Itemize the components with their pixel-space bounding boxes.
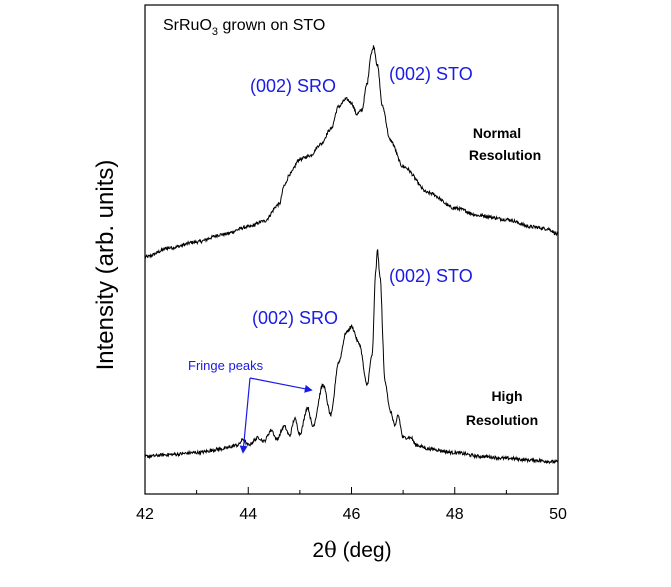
fringe-peaks-label: Fringe peaks	[188, 358, 264, 373]
series-label-normal-line2: Resolution	[469, 147, 541, 163]
title-subscript: 3	[212, 26, 218, 38]
series-label-high-line1: High	[491, 388, 522, 404]
x-label-suffix: (deg)	[337, 539, 392, 562]
peak-label-high-sro: (002) SRO	[252, 308, 338, 328]
x-tick-label-48: 48	[446, 506, 464, 523]
series-line-normal-resolution	[144, 45, 559, 260]
x-label-prefix: 2	[312, 539, 324, 562]
curves-group	[144, 45, 559, 465]
chart-title: SrRuO3 grown on STO	[163, 17, 325, 38]
peak-label-high-sto: (002) STO	[389, 266, 473, 286]
fringe-arrows	[239, 377, 313, 454]
x-axis-label: 2θ (deg)	[312, 538, 391, 562]
x-label-symbol: θ	[324, 538, 337, 562]
peak-labels: (002) SRO (002) STO (002) SRO (002) STO	[250, 64, 473, 328]
y-axis-label: Intensity (arb. units)	[92, 160, 119, 371]
x-axis-ticks: 42 44 46 48 50	[136, 487, 567, 523]
series-label-normal-line1: Normal	[473, 125, 521, 141]
fringe-arrow-2	[249, 377, 313, 393]
series-label-high-line2: Resolution	[466, 412, 538, 428]
title-suffix: grown on STO	[218, 17, 325, 34]
fringe-arrow-1	[239, 377, 251, 454]
x-tick-label-46: 46	[343, 506, 361, 523]
series-line-high-resolution	[144, 249, 559, 465]
x-tick-label-44: 44	[239, 506, 257, 523]
x-tick-label-50: 50	[549, 506, 567, 523]
x-tick-label-42: 42	[136, 506, 154, 523]
peak-label-normal-sto: (002) STO	[389, 64, 473, 84]
title-main: SrRuO	[163, 17, 212, 34]
peak-label-normal-sro: (002) SRO	[250, 76, 336, 96]
